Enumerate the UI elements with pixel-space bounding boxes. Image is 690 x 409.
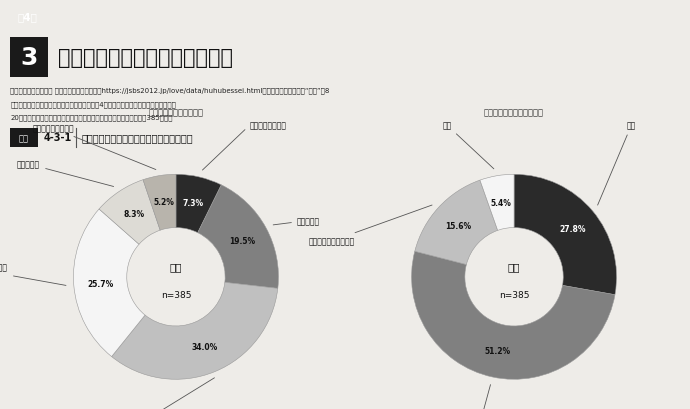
Text: どちらかというと
関心がない: どちらかというと 関心がない: [0, 262, 66, 286]
Wedge shape: [198, 185, 279, 289]
Wedge shape: [143, 175, 176, 231]
Text: どちらかと言えば賛成: どちらかと言えば賛成: [455, 385, 502, 409]
Text: 15.6%: 15.6%: [445, 222, 471, 231]
Text: 図表: 図表: [19, 134, 29, 142]
Text: （株）ネクストレベル マッチングアプリ大学（https://jsbs2012.jp/love/data/huhubessei.html）「選択的夫婦別姓に“賛成: （株）ネクストレベル マッチングアプリ大学（https://jsbs2012.j…: [10, 88, 330, 94]
Text: 7.3%: 7.3%: [183, 199, 204, 208]
Text: 選択的夫婦別姓の議論に対する関心と賛否: 選択的夫婦別姓の議論に対する関心と賛否: [81, 133, 193, 143]
Text: 全体: 全体: [170, 262, 182, 272]
Wedge shape: [73, 209, 145, 357]
Text: 賛成: 賛成: [598, 121, 636, 206]
Wedge shape: [415, 181, 497, 265]
Text: 反対: 反対: [442, 121, 494, 169]
Text: 選択的夫婦別姓についての考え: 選択的夫婦別姓についての考え: [58, 48, 233, 68]
Wedge shape: [514, 175, 617, 295]
FancyBboxPatch shape: [10, 38, 48, 78]
Text: どちらかというと関心がある: どちらかというと関心がある: [100, 378, 215, 409]
Text: 5.2%: 5.2%: [153, 198, 174, 207]
Text: 19.5%: 19.5%: [230, 236, 255, 245]
Text: （議論に対する関心度）: （議論に対する関心度）: [148, 108, 204, 117]
Text: どちらかと言えば反対: どちらかと言えば反対: [309, 206, 432, 246]
Text: 関心がある: 関心がある: [273, 216, 320, 225]
Text: 20歳以上の結婚を考えている／結婚経験のある（事実婚を含む）男女385名対象: 20歳以上の結婚を考えている／結婚経験のある（事実婚を含む）男女385名対象: [10, 114, 173, 121]
Wedge shape: [99, 180, 160, 245]
Text: 25.7%: 25.7%: [87, 279, 113, 288]
Text: 非常に関心がある: 非常に関心がある: [202, 121, 287, 171]
Text: n=385: n=385: [499, 290, 529, 299]
Text: 8.3%: 8.3%: [124, 210, 144, 218]
Wedge shape: [480, 175, 514, 231]
Wedge shape: [112, 283, 278, 379]
Text: 51.2%: 51.2%: [485, 346, 511, 355]
Text: 割なのに「家族は同一姓であるべき」の意見が4割を超える理由」（アンケート調査）: 割なのに「家族は同一姓であるべき」の意見が4割を超える理由」（アンケート調査）: [10, 101, 176, 107]
Text: 34.0%: 34.0%: [192, 343, 218, 352]
Text: まったく関心がない: まったく関心がない: [32, 124, 156, 170]
Text: 全体: 全体: [508, 262, 520, 272]
Text: 3: 3: [20, 46, 38, 70]
Text: 第4章: 第4章: [17, 12, 37, 22]
Text: 5.4%: 5.4%: [491, 198, 512, 207]
Text: 27.8%: 27.8%: [559, 224, 585, 233]
FancyBboxPatch shape: [10, 129, 37, 147]
Wedge shape: [176, 175, 221, 233]
Text: 関心がない: 関心がない: [17, 160, 114, 187]
Text: 4-3-1: 4-3-1: [43, 133, 72, 143]
Text: （選択的夫婦別姓の賛否）: （選択的夫婦別姓の賛否）: [484, 108, 544, 117]
Text: n=385: n=385: [161, 290, 191, 299]
Wedge shape: [411, 252, 615, 379]
